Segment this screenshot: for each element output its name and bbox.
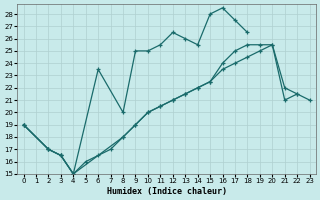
X-axis label: Humidex (Indice chaleur): Humidex (Indice chaleur) <box>107 187 227 196</box>
